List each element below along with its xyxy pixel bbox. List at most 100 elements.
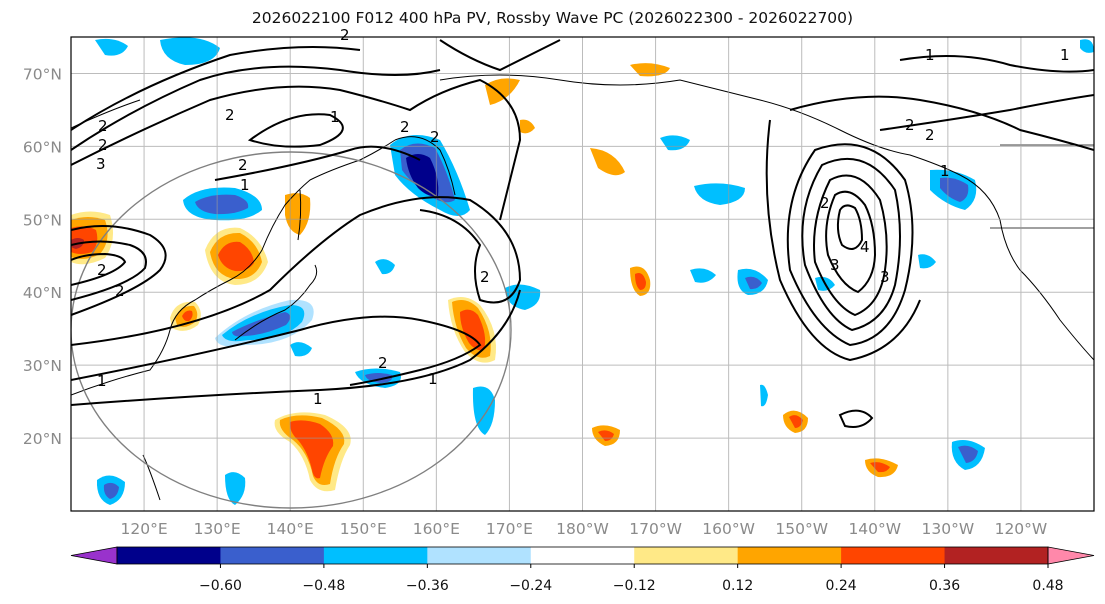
anomaly-blob-11 bbox=[95, 38, 128, 56]
contour-east-5 bbox=[836, 204, 864, 250]
colorbar-segment bbox=[530, 547, 635, 564]
contour-east-1 bbox=[786, 143, 914, 347]
colorbar-extend-max bbox=[1047, 546, 1095, 565]
colorbar-tick-label: 0.12 bbox=[722, 578, 753, 594]
longitude-label: 150°W bbox=[775, 520, 828, 538]
anomaly-blob-9 bbox=[290, 342, 312, 357]
anomaly-blob-12 bbox=[694, 183, 745, 205]
latitude-label: 60°N bbox=[23, 138, 62, 156]
contour-label: 1 bbox=[925, 46, 935, 64]
longitude-label: 140°W bbox=[848, 520, 901, 538]
longitude-label: 120°W bbox=[995, 520, 1048, 538]
contour-east-8 bbox=[879, 94, 1094, 131]
colorbar bbox=[70, 546, 1095, 565]
colorbar-border bbox=[116, 546, 1049, 565]
contour-label: 1 bbox=[428, 370, 438, 388]
anomaly-blob-10 bbox=[160, 37, 220, 65]
contour-north-4 bbox=[214, 145, 421, 181]
longitude-label: 170°E bbox=[486, 520, 533, 538]
contour-label: 3 bbox=[96, 155, 106, 173]
colorbar-tick-label: −0.60 bbox=[199, 578, 242, 594]
colorbar-extend-min bbox=[70, 546, 118, 565]
latitude-label: 40°N bbox=[23, 284, 62, 302]
contour-north-3 bbox=[71, 45, 361, 131]
latitude-label: 50°N bbox=[23, 211, 62, 229]
contour-east-3 bbox=[813, 174, 888, 317]
contour-label: 2 bbox=[400, 118, 410, 136]
contour-north-2 bbox=[71, 65, 441, 151]
colorbar-tick-label: 0.36 bbox=[929, 578, 960, 594]
contour-label: 1 bbox=[240, 176, 250, 194]
colorbar-ticks: −0.60 −0.48 −0.36 −0.24 −0.12 0.12 0.24 0.36 0.4… bbox=[199, 564, 1064, 594]
contour-main-1 bbox=[71, 196, 522, 346]
contour-label: 1 bbox=[1060, 46, 1070, 64]
contour-label: 2 bbox=[115, 282, 125, 300]
colorbar-tick-label: −0.24 bbox=[509, 578, 552, 594]
contour-label: 2 bbox=[905, 116, 915, 134]
contour-label: 1 bbox=[313, 390, 323, 408]
colorbar-segment bbox=[427, 547, 532, 564]
contour-label: 2 bbox=[225, 106, 235, 124]
longitude-label: 180°W bbox=[556, 520, 609, 538]
colorbar-tick-label: −0.48 bbox=[302, 578, 345, 594]
contour-west-2 bbox=[71, 240, 147, 301]
contour-label: 4 bbox=[860, 238, 870, 256]
anomaly-west-edge bbox=[71, 211, 114, 265]
colorbar-tick-label: 0.48 bbox=[1032, 578, 1063, 594]
contour-west-1 bbox=[71, 225, 167, 316]
anomaly-korea bbox=[170, 301, 201, 331]
colorbar-segment bbox=[634, 547, 739, 564]
contour-north-6 bbox=[439, 39, 561, 72]
map-gridlines bbox=[71, 37, 1094, 511]
colorbar-tick-label: −0.36 bbox=[406, 578, 449, 594]
contour-label: 3 bbox=[880, 268, 890, 286]
contour-west-3 bbox=[71, 252, 127, 286]
contour-label: 3 bbox=[830, 256, 840, 274]
longitude-label: 120°E bbox=[121, 520, 168, 538]
contour-label: 2 bbox=[238, 156, 248, 174]
contour-label: 2 bbox=[98, 117, 108, 135]
latitude-label: 20°N bbox=[23, 430, 62, 448]
contour-main-3 bbox=[71, 289, 521, 406]
longitude-label: 130°E bbox=[194, 520, 241, 538]
colorbar-segment bbox=[220, 547, 325, 564]
contour-east-9 bbox=[899, 55, 1094, 73]
longitude-label: 160°E bbox=[413, 520, 460, 538]
contour-label: 2 bbox=[97, 261, 107, 279]
contour-label: 2 bbox=[340, 26, 350, 44]
contour-east-6 bbox=[765, 119, 921, 362]
latitude-label: 70°N bbox=[23, 65, 62, 83]
contour-label: 2 bbox=[98, 136, 108, 154]
anomaly-subtropics bbox=[274, 412, 351, 492]
longitude-label: 160°W bbox=[702, 520, 755, 538]
contour-main-2 bbox=[71, 315, 482, 386]
anomaly-amur bbox=[183, 187, 262, 221]
colorbar-tick-label: −0.12 bbox=[613, 578, 656, 594]
contour-east-4 bbox=[825, 190, 877, 294]
anomaly-blob-14 bbox=[485, 78, 520, 105]
colorbar-segment bbox=[323, 547, 428, 564]
anomaly-165e bbox=[448, 296, 496, 363]
anomaly-bering-orange bbox=[590, 148, 625, 176]
contour-label: 1 bbox=[940, 162, 950, 180]
contour-east-2 bbox=[801, 157, 901, 332]
contour-labels: 2 2 3 1 1 1 1 2 2 2 2 2 2 2 1 2 2 1 2 3 … bbox=[96, 26, 1070, 408]
longitude-label: 170°W bbox=[629, 520, 682, 538]
contour-north-1 bbox=[71, 78, 522, 221]
longitude-label: 130°W bbox=[922, 520, 975, 538]
map-title: 2026022100 F012 400 hPa PV, Rossby Wave … bbox=[251, 9, 854, 27]
contour-east-7 bbox=[789, 95, 1094, 151]
map-frame bbox=[70, 36, 1095, 512]
anomaly-blob-6 bbox=[103, 482, 119, 499]
longitude-label: 140°E bbox=[267, 520, 314, 538]
contour-label: 2 bbox=[430, 128, 440, 146]
contour-label: 2 bbox=[925, 126, 935, 144]
anomaly-blob-15 bbox=[690, 268, 716, 283]
longitude-labels: 120°E 130°E 140°E 150°E 160°E 170°E 180°W 170°W… bbox=[121, 520, 1048, 538]
contour-north-5 bbox=[247, 113, 344, 148]
contour-label: 1 bbox=[97, 372, 107, 390]
anomaly-japan bbox=[215, 299, 314, 347]
rossby-region-circle bbox=[71, 151, 512, 509]
longitude-label: 150°E bbox=[340, 520, 387, 538]
